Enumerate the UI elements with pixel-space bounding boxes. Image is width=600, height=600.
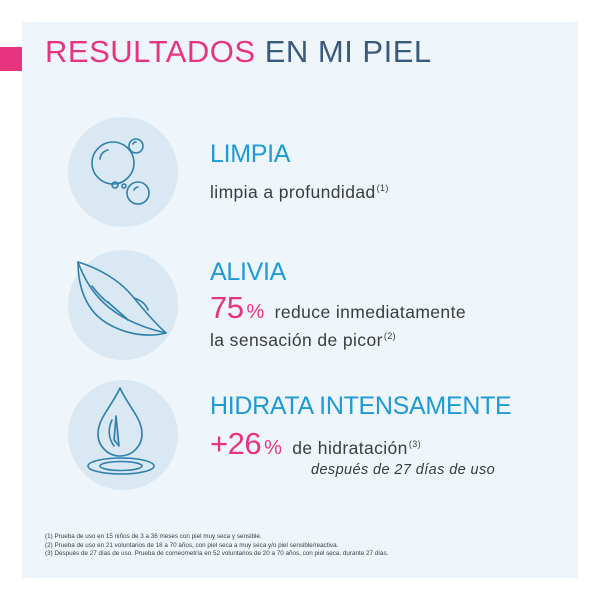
footnote-1: (1) Prueba de uso en 15 niños de 3 a 36 … (45, 533, 262, 540)
footnote-ref-2: (2) (383, 331, 397, 341)
footnote-2: (2) Prueba de uso en 21 voluntarios de 1… (45, 541, 339, 549)
title-word-resultados: RESULTADOS (45, 34, 256, 69)
alivia-text-line2: la sensación de picor (210, 330, 383, 350)
water-drop-icon (68, 380, 178, 490)
page-title: RESULTADOS EN MI PIEL (45, 34, 432, 70)
hidrata-stat: +26 (210, 426, 262, 461)
alivia-stat-unit: % (246, 301, 265, 323)
alivia-text-line1: reduce inmediatamente (274, 302, 466, 322)
hidrata-italic-line: después de 27 días de uso (311, 462, 496, 478)
hidrata-stat-unit: % (264, 437, 283, 459)
title-word-en-mi-piel: EN MI PIEL (264, 34, 432, 69)
footnote-ref-1: (1) (376, 183, 389, 193)
footnotes: (1) Prueba de uso en 15 niños de 3 a 36 … (45, 533, 388, 559)
limpia-heading: LIMPIA (210, 140, 291, 168)
alivia-heading: ALIVIA (210, 258, 287, 286)
feather-icon (68, 250, 178, 360)
accent-bar (0, 47, 22, 71)
hidrata-line1: +26% de hidratación(3) (210, 426, 421, 462)
hidrata-text-line1: de hidratación (292, 438, 408, 458)
bubbles-icon (68, 117, 178, 227)
footnote-3: (3) Después de 27 días de uso. Prueba de… (45, 550, 389, 557)
limpia-text: limpia a profundidad(1) (210, 182, 389, 203)
limpia-description: limpia a profundidad (210, 182, 376, 202)
alivia-line1: 75% reduce inmediatamente (210, 290, 466, 326)
footnote-ref-3: (3) (408, 439, 422, 449)
hidrata-heading: HIDRATA INTENSAMENTE (210, 392, 512, 420)
alivia-line2: la sensación de picor(2) (210, 330, 396, 351)
alivia-stat: 75 (210, 290, 244, 325)
